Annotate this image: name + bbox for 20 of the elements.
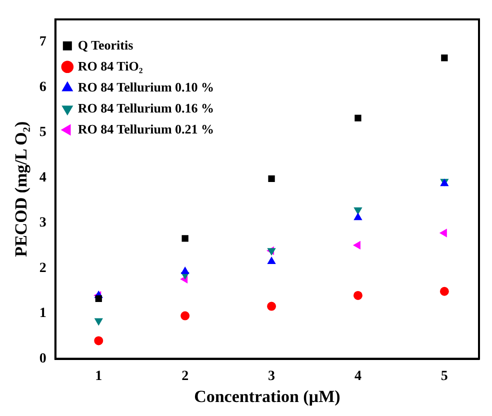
y-tick-label: 5 xyxy=(39,125,46,140)
y-axis-title: PECOD (mg/L O₂) xyxy=(12,121,31,257)
x-tick-label: 3 xyxy=(268,368,276,384)
legend-label: Q Teoritis xyxy=(78,37,134,52)
x-tick-label: 2 xyxy=(182,368,189,384)
y-tick-label: 6 xyxy=(39,80,46,95)
x-axis-title: Concentration (µM) xyxy=(194,387,340,406)
y-tick-label: 2 xyxy=(39,260,46,276)
legend-label: RO 84 TiO₂ xyxy=(78,58,143,74)
x-tick-label: 5 xyxy=(440,368,448,384)
y-tick-label: 0 xyxy=(39,351,46,366)
legend-label: RO 84 Tellurium 0.16 % xyxy=(78,100,214,116)
x-tick-label: 4 xyxy=(354,368,362,384)
x-tick-label: 1 xyxy=(95,368,102,384)
y-tick-label: 1 xyxy=(39,306,46,322)
y-tick-label: 7 xyxy=(39,34,46,50)
y-tick-label: 4 xyxy=(39,170,46,186)
y-tick-label: 3 xyxy=(39,216,46,231)
legend-label: RO 84 Tellurium 0.21 % xyxy=(78,121,214,136)
legend-label: RO 84 Tellurium 0.10 % xyxy=(78,79,214,94)
